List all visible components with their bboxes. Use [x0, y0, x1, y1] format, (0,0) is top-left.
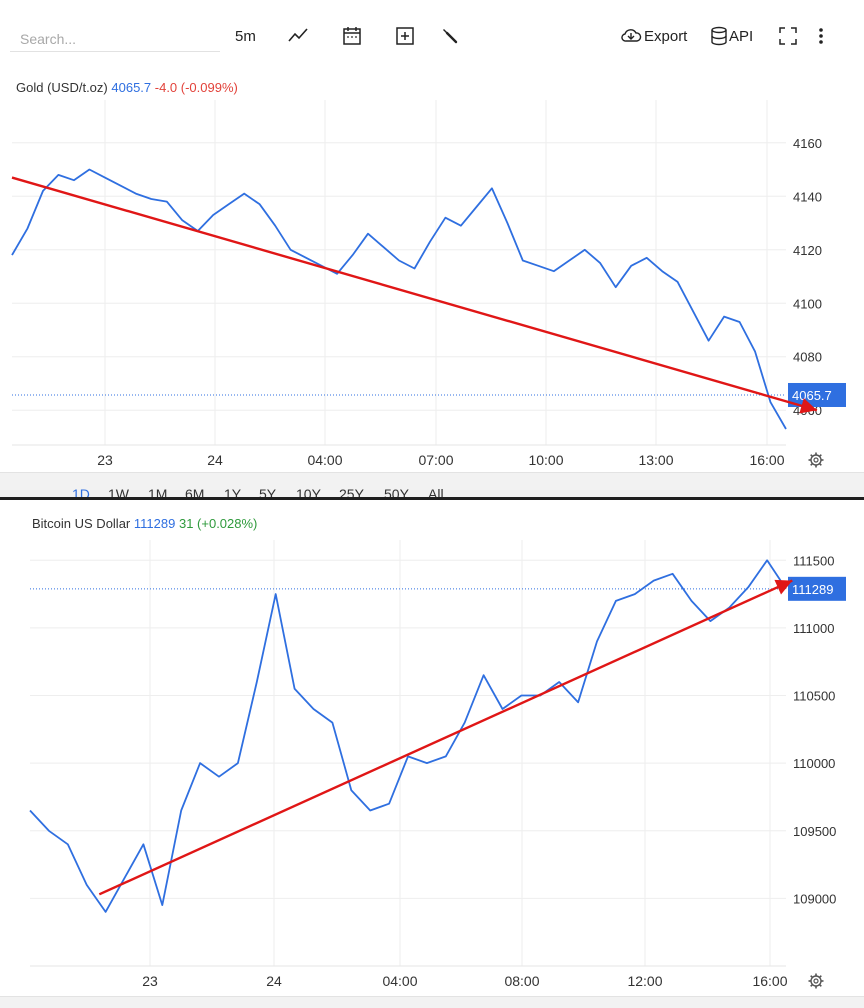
y-tick-label: 111000	[793, 621, 834, 636]
chart-toolbar: Search... 5m Export API	[0, 14, 864, 60]
x-tick-label: 12:00	[627, 973, 662, 989]
x-tick-label: 16:00	[752, 973, 787, 989]
trend-arrow-line	[11, 176, 818, 412]
range-1d-button[interactable]: 1D	[72, 486, 90, 500]
more-menu-icon[interactable]	[817, 26, 825, 46]
y-tick-label: 110500	[793, 689, 835, 704]
wrench-icon[interactable]	[440, 26, 460, 46]
gear-tooth	[810, 462, 814, 466]
btc-bottom-strip	[0, 996, 864, 1008]
y-tick-label: 111500	[793, 553, 834, 568]
btc-legend-change: 31 (+0.028%)	[178, 516, 258, 531]
range-1y-button[interactable]: 1Y	[224, 486, 242, 500]
gear-tooth	[818, 975, 822, 979]
x-tick-label: 24	[207, 452, 223, 468]
price-series-line	[29, 559, 787, 913]
cloud-download-icon[interactable]	[620, 26, 642, 44]
gear-tooth	[818, 983, 822, 987]
btc-legend-name: Bitcoin US Dollar	[32, 516, 131, 531]
gear-hub	[813, 457, 819, 463]
panel-divider	[0, 497, 864, 501]
gold-legend: Gold (USD/t.oz) 4065.7 -4.0 (-0.099%)	[16, 80, 238, 95]
range-1m-button[interactable]: 1M	[148, 486, 168, 500]
x-tick-label: 07:00	[418, 452, 453, 468]
y-tick-label: 109000	[793, 891, 836, 906]
gold-legend-change: -4.0 (-0.099%)	[154, 80, 238, 95]
x-tick-label: 24	[266, 973, 282, 989]
search-input[interactable]: Search...	[10, 26, 220, 52]
export-button[interactable]: Export	[644, 28, 688, 45]
range-10y-button[interactable]: 10Y	[296, 486, 321, 500]
gear-tooth	[818, 462, 822, 466]
range-all-button[interactable]: All	[428, 486, 444, 500]
x-tick-label: 04:00	[307, 452, 342, 468]
y-tick-label: 4080	[793, 350, 822, 365]
gear-tooth	[810, 975, 814, 979]
gold-chart-panel: Search... 5m Export API Gold (USD/t.oz)	[0, 0, 864, 500]
x-tick-label: 08:00	[504, 973, 539, 989]
gear-hub	[813, 978, 819, 984]
y-tick-label: 4140	[793, 189, 822, 204]
last-price-tag-label: 111289	[792, 582, 833, 597]
last-price-tag	[788, 576, 846, 601]
calendar-icon[interactable]	[341, 25, 363, 47]
x-tick-label: 10:00	[528, 452, 563, 468]
settings-gear-icon	[808, 452, 824, 468]
add-indicator-icon[interactable]	[394, 25, 416, 47]
gear-ring	[810, 454, 822, 466]
trend-arrow-head	[774, 579, 793, 595]
api-button[interactable]: API	[729, 28, 754, 45]
y-tick-label: 110000	[793, 756, 835, 771]
range-5y-button[interactable]: 5Y	[259, 486, 277, 500]
trend-arrow-line	[98, 579, 793, 896]
price-series-line	[11, 168, 787, 430]
y-tick-label: 4120	[793, 243, 822, 258]
trend-arrow-head	[799, 398, 817, 414]
gold-legend-name: Gold (USD/t.oz)	[16, 80, 108, 95]
y-tick-label: 109500	[793, 824, 836, 839]
gear-ring	[810, 975, 822, 987]
btc-legend: Bitcoin US Dollar 111289 31 (+0.028%)	[32, 516, 257, 531]
range-6m-button[interactable]: 6M	[185, 486, 205, 500]
interval-selector[interactable]: 5m	[235, 28, 256, 45]
gear-tooth	[818, 454, 822, 458]
last-price-tag	[788, 382, 846, 407]
range-1w-button[interactable]: 1W	[108, 486, 129, 500]
btc-chart-svg[interactable]: 111500 111000 110500 110000 109500 109000 23 24…	[0, 500, 864, 1008]
range-50y-button[interactable]: 50Y	[384, 486, 409, 500]
x-tick-label: 04:00	[382, 973, 417, 989]
gear-tooth	[810, 454, 814, 458]
line-chart-icon[interactable]	[287, 26, 309, 46]
range-bar: 1D 1W 1M 6M 1Y 5Y 10Y 25Y 50Y All	[0, 472, 864, 500]
gold-legend-price: 4065.7	[111, 80, 152, 95]
y-tick-label: 4160	[793, 136, 822, 151]
x-tick-label: 16:00	[749, 452, 784, 468]
last-price-tag-label: 4065.7	[792, 388, 832, 403]
x-tick-label: 23	[97, 452, 113, 468]
gold-chart-svg[interactable]: 416041404120410040804060232404:0007:0010…	[0, 0, 864, 500]
fullscreen-icon[interactable]	[778, 26, 798, 46]
gear-tooth	[810, 983, 814, 987]
x-tick-label: 13:00	[638, 452, 673, 468]
x-tick-label: 23	[142, 973, 158, 989]
database-icon[interactable]	[710, 26, 728, 46]
y-tick-label: 4100	[793, 296, 822, 311]
settings-gear-icon	[808, 973, 824, 989]
range-25y-button[interactable]: 25Y	[339, 486, 364, 500]
bitcoin-chart-panel: Bitcoin US Dollar 111289 31 (+0.028%) 11…	[0, 500, 864, 1008]
btc-legend-price: 111289	[133, 516, 176, 531]
